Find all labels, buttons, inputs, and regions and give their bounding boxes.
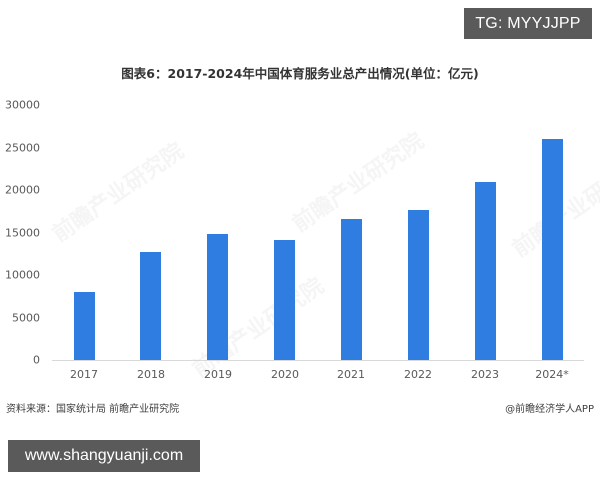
x-tick-label: 2022 bbox=[404, 368, 432, 381]
y-tick-label: 25000 bbox=[5, 141, 40, 154]
source-note: 资料来源：国家统计局 前瞻产业研究院 bbox=[6, 404, 180, 415]
x-tick-label: 2020 bbox=[271, 368, 299, 381]
url-banner: www.shangyuanji.com bbox=[8, 440, 200, 472]
y-tick-label: 0 bbox=[33, 353, 40, 367]
bar-2018 bbox=[140, 252, 162, 360]
x-tick-label: 2017 bbox=[70, 368, 98, 381]
watermark: 前瞻产业研究院 bbox=[48, 138, 189, 248]
credit-note: @前瞻经济学人APP bbox=[505, 404, 594, 415]
x-tick-label: 2019 bbox=[204, 368, 232, 381]
bar-2017 bbox=[73, 292, 95, 360]
tg-banner: TG: MYYJJPP bbox=[464, 8, 592, 39]
bar-2023 bbox=[474, 181, 496, 360]
y-tick-label: 15000 bbox=[5, 226, 40, 239]
x-tick-label: 2018 bbox=[137, 368, 165, 381]
y-tick-label: 30000 bbox=[5, 98, 40, 112]
bar-2019 bbox=[207, 234, 229, 360]
x-axis-line bbox=[52, 360, 584, 361]
bar-2020 bbox=[274, 240, 296, 360]
chart-title: 图表6：2017-2024年中国体育服务业总产出情况(单位：亿元) bbox=[121, 66, 479, 81]
x-tick-label: 2023 bbox=[471, 368, 499, 381]
y-tick-label: 20000 bbox=[5, 183, 40, 197]
bar-2024 bbox=[541, 139, 563, 360]
x-tick-label: 2021 bbox=[337, 368, 365, 381]
bar-2021 bbox=[340, 218, 362, 360]
bar-2022 bbox=[407, 209, 429, 360]
bar-chart: 前瞻产业研究院 前瞻产业研究院 前瞻产业研究院 前瞻产业研究院 30000 25… bbox=[5, 98, 584, 381]
y-tick-label: 10000 bbox=[5, 268, 40, 282]
x-tick-label: 2024* bbox=[535, 368, 569, 381]
y-tick-label: 5000 bbox=[12, 311, 40, 324]
